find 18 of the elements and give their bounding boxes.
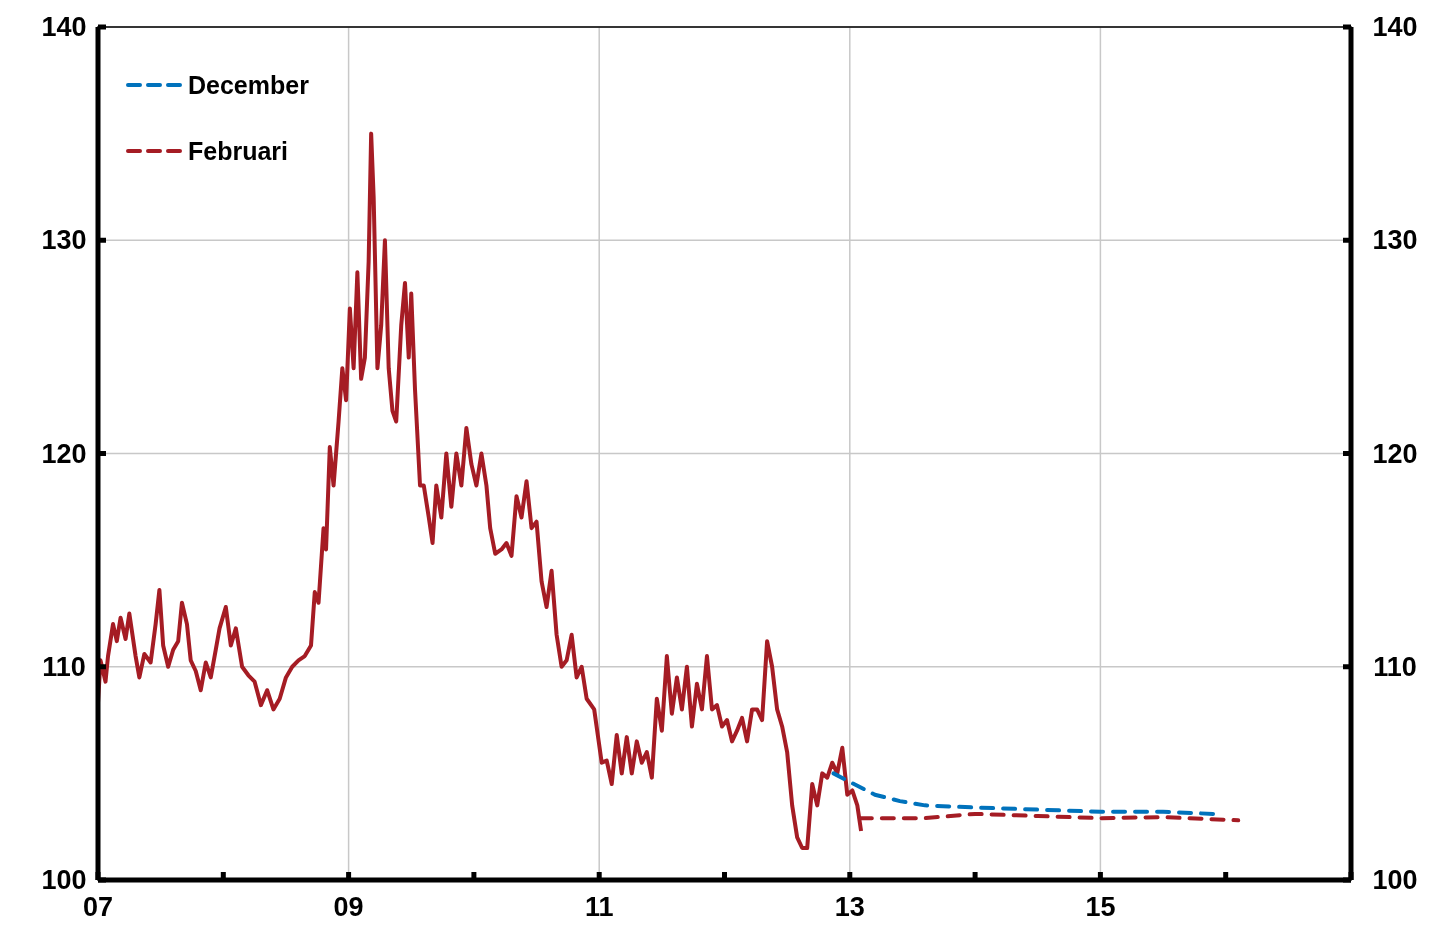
y-tick-label: 110	[42, 651, 86, 682]
x-tick-label: 13	[834, 892, 865, 922]
y2-tick-label: 130	[1372, 225, 1418, 256]
y-tick-label: 120	[41, 438, 87, 469]
y-tick-label: 100	[41, 865, 87, 895]
line-series	[831, 771, 1216, 816]
x-tick-label: 09	[333, 892, 364, 922]
x-tick-label: 11	[584, 892, 614, 922]
x-tick-label: 07	[82, 892, 114, 922]
legend-label: Februari	[188, 137, 289, 165]
y2-tick-label: 110	[1373, 651, 1417, 682]
x-tick-label: 15	[1085, 892, 1116, 922]
y2-tick-label: 100	[1372, 865, 1418, 895]
y-tick-label: 140	[41, 12, 87, 42]
legend-label: December	[188, 71, 310, 99]
y-tick-label: 130	[41, 225, 87, 256]
y2-tick-label: 140	[1372, 12, 1418, 42]
y2-tick-label: 120	[1372, 438, 1418, 469]
